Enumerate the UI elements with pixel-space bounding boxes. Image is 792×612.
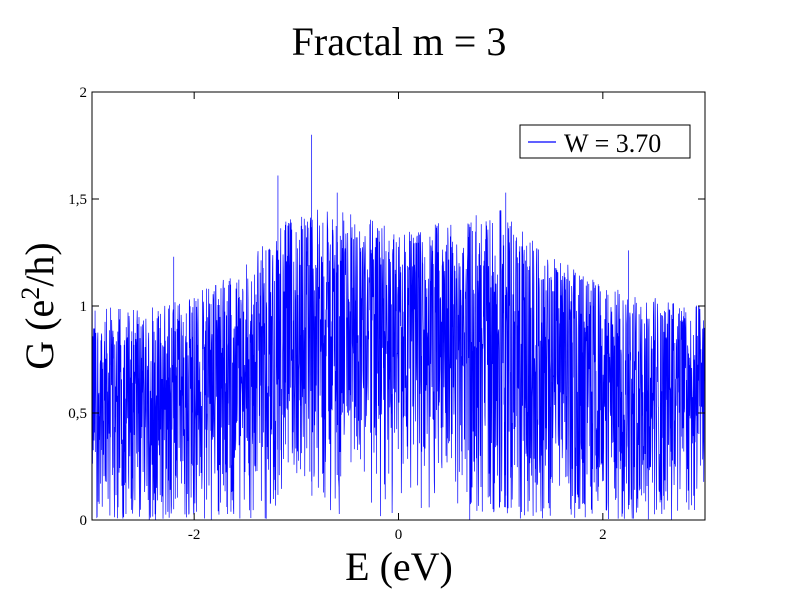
legend-label: W = 3.70 [564,129,661,158]
x-tick-label: 2 [599,527,607,543]
y-tick-label: 1,5 [68,192,87,208]
y-tick-label: 0 [80,513,88,529]
y-axis-label-tail: /h) [17,242,62,286]
y-axis-label-sup: 2 [16,287,45,300]
y-tick-label: 2 [80,85,88,101]
y-tick-label: 0,5 [68,406,87,422]
y-tick-label: 1 [80,299,88,315]
y-axis-label-main: G (e [17,300,62,370]
x-tick-label: -2 [188,527,201,543]
y-axis: 0 0,5 1 1,5 2 [68,85,705,529]
x-axis-label: E (eV) [345,544,453,589]
legend: W = 3.70 [519,124,691,159]
x-tick-label: 0 [395,527,403,543]
plot-area [91,134,706,520]
chart-title: Fractal m = 3 [292,19,507,64]
y-axis-label: G (e2/h) [16,242,63,369]
x-axis: -2 0 2 [188,92,607,543]
series-line-w-3-70 [91,134,706,520]
